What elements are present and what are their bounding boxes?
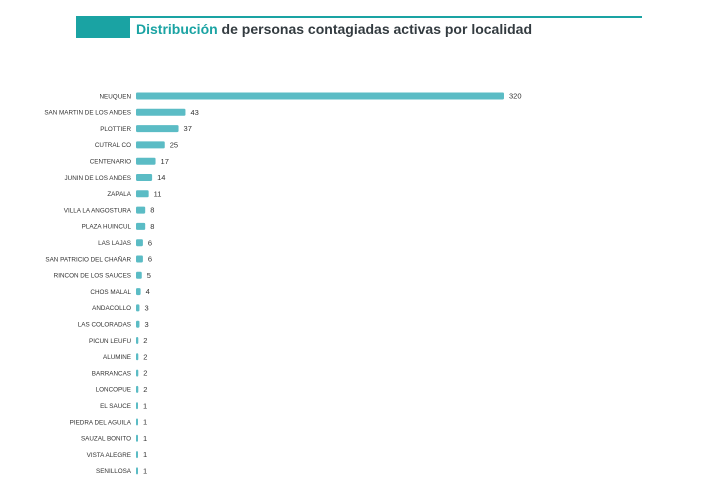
value-label-centenario: 17 [161, 157, 169, 166]
bar-sauzal-bonito [136, 434, 138, 442]
category-label-junin-de-los-andes: JUNIN DE LOS ANDES [65, 175, 131, 182]
value-label-senillosa: 1 [143, 467, 147, 476]
bar-barrancas [136, 369, 139, 377]
value-label-picun-leufu: 2 [143, 336, 147, 345]
bar-alumine [136, 353, 139, 361]
value-label-el-sauce: 1 [143, 401, 147, 410]
value-label-piedra-del-aguila: 1 [143, 418, 147, 427]
value-label-plaza-huincul: 8 [150, 222, 154, 231]
bar-zapala [136, 190, 149, 198]
category-label-alumine: ALUMINE [103, 354, 131, 361]
value-label-cutral-co: 25 [170, 141, 178, 150]
value-label-neuquen: 320 [509, 92, 522, 101]
bar-rincon-de-los-sauces [136, 271, 142, 279]
value-label-las-coloradas: 3 [144, 320, 148, 329]
category-label-san-patricio-del-chañar: SAN PATRICIO DEL CHAÑAR [45, 254, 131, 263]
category-label-senillosa: SENILLOSA [96, 468, 132, 475]
header-rule [76, 16, 642, 18]
value-label-alumine: 2 [143, 352, 147, 361]
bar-vista-alegre [136, 451, 138, 459]
value-label-plottier: 37 [184, 124, 192, 133]
bar-las-coloradas [136, 320, 140, 328]
bar-piedra-del-aguila [136, 418, 138, 426]
bar-cutral-co [136, 141, 165, 149]
category-label-barrancas: BARRANCAS [92, 370, 131, 377]
value-label-las-lajas: 6 [148, 238, 152, 247]
chart-title: Distribución de personas contagiadas act… [136, 21, 532, 37]
bar-senillosa [136, 467, 138, 475]
value-label-junin-de-los-andes: 14 [157, 173, 165, 182]
bar-junin-de-los-andes [136, 174, 153, 181]
category-label-plottier: PLOTTIER [100, 126, 131, 133]
value-label-barrancas: 2 [143, 369, 147, 378]
bar-san-martin-de-los-andes [136, 108, 186, 116]
category-label-piedra-del-aguila: PIEDRA DEL AGUILA [70, 419, 132, 426]
category-label-villa-la-angostura: VILLA LA ANGOSTURA [64, 207, 132, 214]
category-label-plaza-huincul: PLAZA HUINCUL [82, 224, 132, 231]
category-label-zapala: ZAPALA [107, 191, 131, 198]
value-label-andacollo: 3 [144, 304, 148, 313]
category-label-rincon-de-los-sauces: RINCON DE LOS SAUCES [54, 273, 131, 280]
category-label-andacollo: ANDACOLLO [92, 305, 131, 312]
value-label-san-martin-de-los-andes: 43 [190, 108, 198, 117]
value-label-chos-malal: 4 [146, 287, 150, 296]
bar-picun-leufu [136, 337, 139, 344]
bar-andacollo [136, 304, 140, 312]
value-label-san-patricio-del-chañar: 6 [148, 255, 152, 264]
category-label-cutral-co: CUTRAL CO [95, 142, 131, 149]
value-label-villa-la-angostura: 8 [150, 206, 154, 215]
value-label-zapala: 11 [154, 189, 162, 198]
category-label-sauzal-bonito: SAUZAL BONITO [81, 436, 131, 443]
category-label-loncopue: LONCOPUE [96, 387, 131, 394]
bar-loncopue [136, 385, 139, 393]
category-label-chos-malal: CHOS MALAL [90, 289, 131, 296]
bar-las-lajas [136, 239, 143, 247]
category-label-las-lajas: LAS LAJAS [98, 240, 131, 247]
bar-plottier [136, 125, 179, 133]
value-label-rincon-de-los-sauces: 5 [147, 271, 151, 280]
bar-centenario [136, 157, 156, 165]
category-label-san-martin-de-los-andes: SAN MARTIN DE LOS ANDES [44, 110, 131, 117]
header-accent-block [76, 18, 130, 38]
category-label-vista-alegre: VISTA ALEGRE [87, 452, 131, 459]
bar-villa-la-angostura [136, 206, 146, 214]
category-label-picun-leufu: PICUN LEUFU [89, 338, 131, 345]
bar-el-sauce [136, 402, 138, 410]
category-label-el-sauce: EL SAUCE [100, 403, 131, 410]
chart-title-accent: Distribución [136, 21, 218, 37]
bar-plaza-huincul [136, 222, 146, 230]
bar-chos-malal [136, 288, 141, 296]
value-label-loncopue: 2 [143, 385, 147, 394]
category-label-centenario: CENTENARIO [90, 159, 131, 166]
bar-neuquen [136, 92, 504, 100]
bar-san-patricio-del-chañar [136, 255, 143, 263]
category-label-neuquen: NEUQUEN [100, 93, 132, 100]
chart-title-rest: de personas contagiadas activas por loca… [217, 21, 533, 37]
category-label-las-coloradas: LAS COLORADAS [78, 322, 131, 329]
value-label-sauzal-bonito: 1 [143, 434, 147, 443]
value-label-vista-alegre: 1 [143, 450, 147, 459]
